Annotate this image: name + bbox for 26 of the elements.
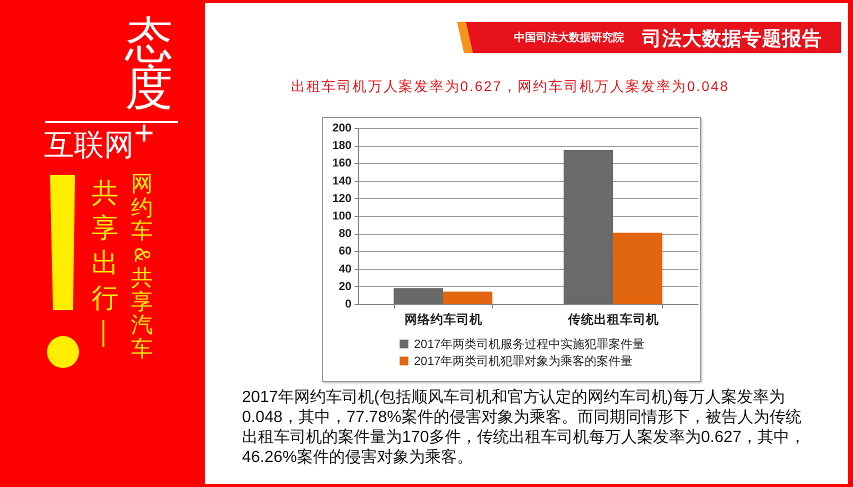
y-tick-label: 120 [332, 192, 352, 205]
y-tick-label: 160 [332, 158, 352, 170]
y-tick-label: 40 [338, 263, 352, 276]
y-tick-label: 100 [332, 210, 352, 222]
text: 司法大数据专题报告 [642, 27, 822, 52]
bar [394, 288, 443, 304]
legend-label: 2017年两类司机服务过程中实施犯罪案件量 [414, 337, 645, 351]
text: 态度 [124, 14, 174, 115]
x-tick-label: 网络约车司机 [404, 312, 482, 326]
y-tick-label: 0 [345, 298, 352, 310]
y-tick-label: 20 [338, 280, 352, 293]
bar [613, 232, 662, 304]
bar [564, 150, 613, 304]
bar [443, 292, 492, 304]
y-tick-label: 140 [332, 175, 352, 188]
text: 中国司法大数据研究院 [514, 30, 624, 45]
y-tick-label: 180 [332, 140, 352, 152]
y-tick-label: 80 [338, 228, 352, 240]
text: 2017年网约车司机(包括顺风车司机和官方认定的网约车司机)每万人案发率为0.048，其中，77.78%案件的侵害对象为乘客。而同期同情形下，被告人为传统出租车司机的案件量为170多件，传统出租车司机每万人案发率为0.627，其中，46.26%案件的侵害对象为乘客。 [242, 387, 807, 467]
text: 共享出行— [90, 177, 122, 348]
y-tick-label: 200 [332, 122, 352, 134]
text: 网约车&共享汽车 [130, 171, 155, 360]
y-tick-label: 60 [338, 246, 352, 258]
legend-label: 2017年两类司机犯罪对象为乘客的案件量 [414, 354, 633, 368]
chart-title: 出租车司机万人案发率为0.627，网约车司机万人案发率为0.048 [290, 78, 730, 96]
x-tick-label: 传统出租车司机 [567, 312, 659, 326]
